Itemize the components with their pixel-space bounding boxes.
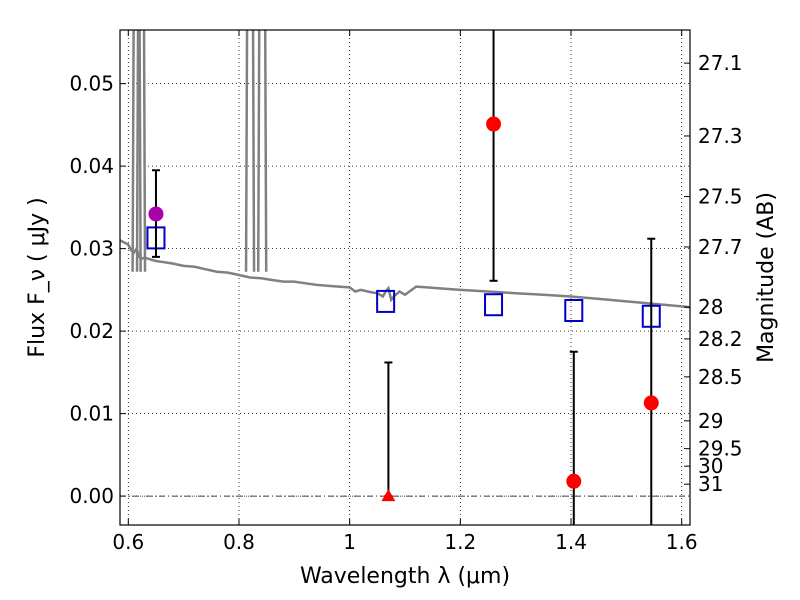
observed-points-layer — [148, 30, 659, 525]
magnitude-tick-label: 27.3 — [698, 124, 743, 148]
y-tick-label: 0.03 — [69, 237, 114, 261]
emission-line-spike — [244, 29, 256, 272]
y-axis-label-magnitude: Magnitude (AB) — [754, 192, 779, 363]
upper-limit-triangle — [381, 489, 396, 502]
emission-lines-layer — [131, 29, 268, 272]
model-photometry-square — [564, 299, 584, 322]
x-tick-label: 1 — [343, 530, 356, 554]
y-tick-label: 0.05 — [69, 72, 114, 96]
observed-flux-point — [566, 473, 582, 489]
observed-flux-point — [643, 395, 659, 411]
magnitude-tick-label: 28 — [698, 295, 723, 319]
x-tick-label: 1.2 — [444, 530, 476, 554]
x-axis-ticks: 0.6 0.8 1 1.2 1.4 1.6 — [112, 30, 698, 554]
grid-layer — [120, 30, 690, 525]
y-axis-ticks: 0.00 0.01 0.02 0.03 0.04 0.05 — [69, 72, 126, 508]
emission-line-spike — [135, 29, 147, 272]
magnitude-tick-label: 28.2 — [698, 327, 743, 351]
observed-flux-point — [486, 116, 502, 132]
magnitude-tick-label: 29 — [698, 409, 723, 433]
y-tick-label: 0.00 — [69, 484, 114, 508]
y-axis-label-flux: Flux F_ν ( μJy ) — [25, 197, 50, 357]
magnitude-tick-label: 27.7 — [698, 235, 743, 259]
magnitude-tick-label: 29.5 — [698, 437, 743, 461]
x-axis-label: Wavelength λ (μm) — [300, 564, 510, 589]
x-tick-label: 0.6 — [112, 530, 144, 554]
model-photometry-layer — [146, 226, 661, 328]
magnitude-tick-label: 30 — [698, 454, 723, 478]
y-tick-label: 0.01 — [69, 402, 114, 426]
model-photometry-square — [376, 289, 396, 313]
model-photometry-square — [484, 293, 504, 317]
y-tick-label: 0.02 — [69, 319, 114, 343]
emission-line-spike — [131, 29, 142, 272]
x-tick-label: 1.4 — [555, 530, 587, 554]
magnitude-tick-label: 28.5 — [698, 365, 743, 389]
x-tick-label: 0.8 — [223, 530, 255, 554]
magnitude-tick-label: 27.1 — [698, 51, 743, 75]
x-tick-label: 1.6 — [666, 530, 698, 554]
magnitude-tick-label: 27.5 — [698, 185, 743, 209]
observed-flux-point — [148, 206, 164, 222]
y-tick-label: 0.04 — [69, 154, 114, 178]
emission-line-spike — [256, 29, 268, 272]
model-spectrum-line — [119, 239, 691, 309]
plot-frame — [119, 29, 691, 526]
magnitude-tick-label: 31 — [698, 472, 723, 496]
